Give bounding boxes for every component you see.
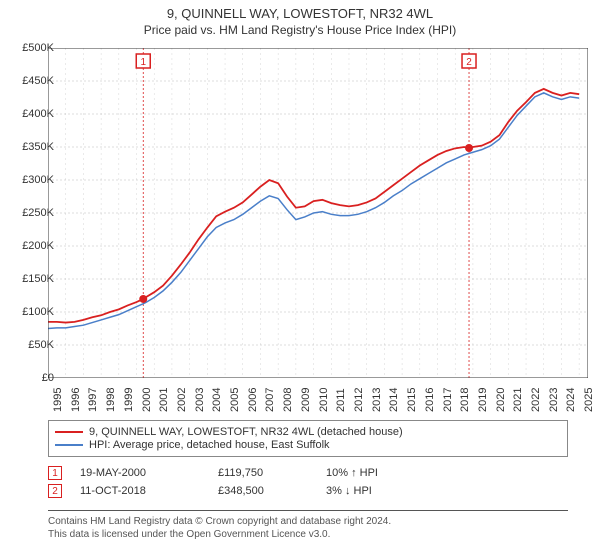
- x-tick-label: 2001: [158, 388, 170, 412]
- x-tick-label: 1995: [52, 388, 64, 412]
- x-tick-label: 2016: [424, 388, 436, 412]
- y-tick-label: £450K: [22, 75, 54, 87]
- x-tick-label: 2005: [229, 388, 241, 412]
- x-tick-label: 2009: [300, 388, 312, 412]
- title-line-2: Price paid vs. HM Land Registry's House …: [0, 23, 600, 37]
- legend-label: HPI: Average price, detached house, East…: [89, 439, 330, 451]
- x-tick-label: 2020: [495, 388, 507, 412]
- x-tick-label: 2018: [459, 388, 471, 412]
- svg-text:2: 2: [466, 57, 472, 68]
- x-tick-label: 2002: [176, 388, 188, 412]
- x-tick-label: 2019: [477, 388, 489, 412]
- footer-line-1: Contains HM Land Registry data © Crown c…: [48, 515, 568, 528]
- sale-date: 11-OCT-2018: [80, 485, 200, 497]
- x-tick-label: 1998: [105, 388, 117, 412]
- x-tick-label: 2014: [388, 388, 400, 412]
- x-tick-label: 2003: [194, 388, 206, 412]
- legend-swatch: [55, 431, 83, 433]
- sale-marker-box: 2: [48, 484, 62, 498]
- x-tick-label: 2000: [141, 388, 153, 412]
- chart: 12: [48, 48, 588, 378]
- legend-swatch: [55, 444, 83, 446]
- x-tick-label: 2023: [548, 388, 560, 412]
- sale-diff: 10% ↑ HPI: [326, 467, 446, 479]
- y-tick-label: £100K: [22, 306, 54, 318]
- x-tick-label: 2010: [318, 388, 330, 412]
- sale-row: 1 19-MAY-2000 £119,750 10% ↑ HPI: [48, 466, 568, 480]
- x-tick-label: 2004: [211, 388, 223, 412]
- sales-table: 1 19-MAY-2000 £119,750 10% ↑ HPI 2 11-OCT-201…: [48, 462, 568, 502]
- sale-row: 2 11-OCT-2018 £348,500 3% ↓ HPI: [48, 484, 568, 498]
- x-tick-label: 1999: [123, 388, 135, 412]
- sale-price: £348,500: [218, 485, 308, 497]
- sale-date: 19-MAY-2000: [80, 467, 200, 479]
- legend: 9, QUINNELL WAY, LOWESTOFT, NR32 4WL (de…: [48, 420, 568, 457]
- y-tick-label: £0: [42, 372, 54, 384]
- legend-label: 9, QUINNELL WAY, LOWESTOFT, NR32 4WL (de…: [89, 426, 403, 438]
- y-tick-label: £150K: [22, 273, 54, 285]
- y-tick-label: £400K: [22, 108, 54, 120]
- sale-price: £119,750: [218, 467, 308, 479]
- x-tick-label: 2025: [583, 388, 595, 412]
- sale-diff: 3% ↓ HPI: [326, 485, 446, 497]
- y-tick-label: £350K: [22, 141, 54, 153]
- x-tick-label: 2021: [512, 388, 524, 412]
- x-tick-label: 2006: [247, 388, 259, 412]
- sale-marker-box: 1: [48, 466, 62, 480]
- x-tick-label: 2015: [406, 388, 418, 412]
- legend-row: 9, QUINNELL WAY, LOWESTOFT, NR32 4WL (de…: [55, 426, 561, 438]
- x-tick-label: 2013: [371, 388, 383, 412]
- x-tick-label: 1996: [70, 388, 82, 412]
- x-tick-label: 2011: [335, 388, 347, 412]
- legend-row: HPI: Average price, detached house, East…: [55, 439, 561, 451]
- footer-line-2: This data is licensed under the Open Gov…: [48, 528, 568, 541]
- y-tick-label: £300K: [22, 174, 54, 186]
- x-tick-label: 2007: [264, 388, 276, 412]
- svg-text:1: 1: [140, 57, 146, 68]
- x-tick-label: 2022: [530, 388, 542, 412]
- x-tick-label: 2008: [282, 388, 294, 412]
- x-tick-label: 2024: [565, 388, 577, 412]
- x-tick-label: 2017: [442, 388, 454, 412]
- y-tick-label: £500K: [22, 42, 54, 54]
- x-tick-label: 1997: [87, 388, 99, 412]
- footer: Contains HM Land Registry data © Crown c…: [48, 510, 568, 541]
- x-tick-label: 2012: [353, 388, 365, 412]
- chart-svg: 12: [48, 48, 588, 378]
- y-tick-label: £50K: [28, 339, 54, 351]
- y-tick-label: £250K: [22, 207, 54, 219]
- y-tick-label: £200K: [22, 240, 54, 252]
- title-line-1: 9, QUINNELL WAY, LOWESTOFT, NR32 4WL: [0, 6, 600, 21]
